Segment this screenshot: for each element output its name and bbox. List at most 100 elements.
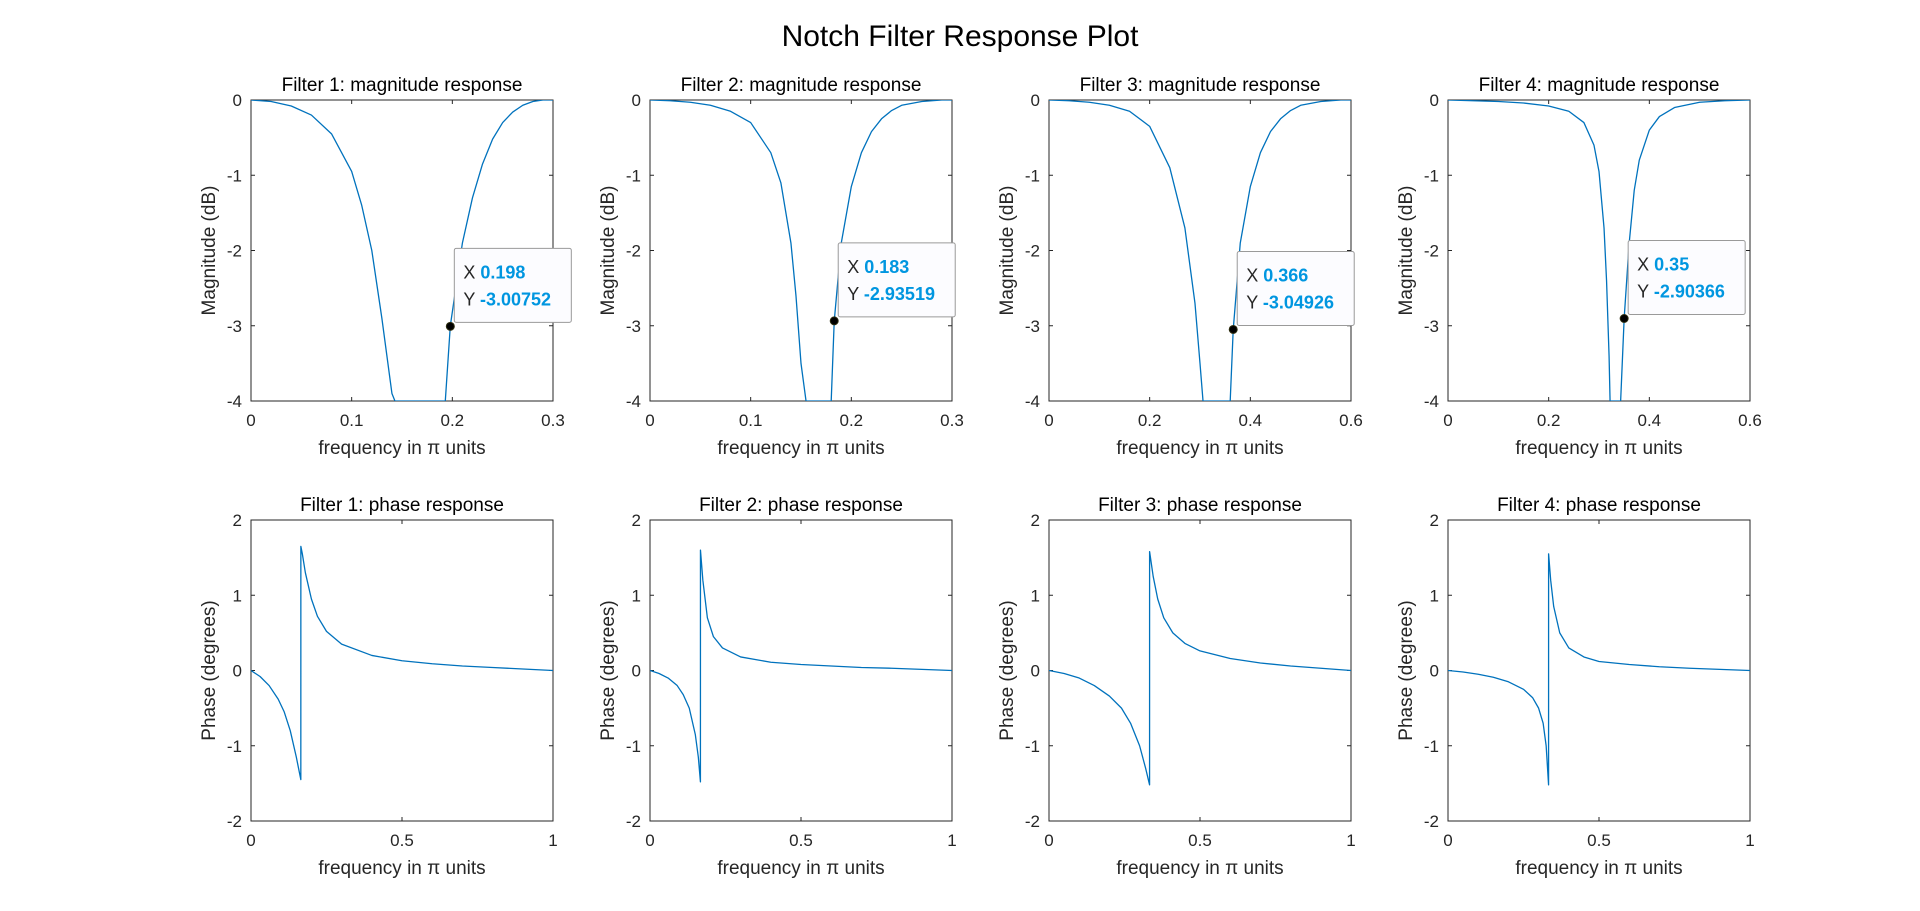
filter-1-magnitude-xlabel: frequency in π units [318,438,485,459]
filter-3-magnitude-datatip-marker[interactable] [1228,324,1238,334]
filter-3-magnitude-datatip-box[interactable] [1236,250,1355,326]
filter-4-magnitude-datatip-x: X 0.35 [1637,255,1689,275]
filter-3-phase-ytick-label: -2 [1025,812,1040,831]
filter-3-magnitude-ytick-label: 0 [1031,91,1040,110]
filter-3-phase-xtick-label: 1 [1346,831,1355,850]
filter-3-magnitude-xtick-label: 0 [1044,411,1053,430]
filter-4-phase-title: Filter 4: phase response [1497,495,1701,516]
filter-2-magnitude-ytick-label: -1 [626,166,641,185]
filter-3-magnitude-xtick-label: 0.6 [1339,411,1363,430]
filter-1-phase-ytick-label: 1 [233,586,242,605]
filter-3-phase-ylabel: Phase (degrees) [997,600,1018,740]
filter-3-phase-ytick-label: -1 [1025,737,1040,756]
filter-1-phase-xtick-label: 1 [548,831,557,850]
filter-4-magnitude-ylabel: Magnitude (dB) [1396,186,1417,316]
filter-1-magnitude-ytick-label: -3 [227,317,242,336]
filter-3-magnitude-ylabel: Magnitude (dB) [997,186,1018,316]
filter-4-phase-xlabel: frequency in π units [1515,858,1682,879]
filter-3-phase-title: Filter 3: phase response [1098,495,1302,516]
filter-1-magnitude-datatip-box[interactable] [453,247,572,323]
filter-2-phase-title: Filter 2: phase response [699,495,903,516]
filter-4-magnitude-datatip-marker[interactable] [1619,314,1629,324]
filter-3-magnitude-datatip-x: X 0.366 [1246,265,1308,285]
filter-4-magnitude-datatip-y: Y -2.90366 [1637,282,1725,302]
filter-2-phase-series-line [650,549,952,783]
filter-1-phase-chart: Filter 1: phase response 0 0.5 1 -2 -1 0 1 2 freq… [199,495,558,879]
filter-4-phase-ylabel: Phase (degrees) [1396,600,1417,740]
filter-2-magnitude-ylabel: Magnitude (dB) [598,186,619,316]
filter-4-magnitude-series-line [1448,100,1750,401]
filter-3-magnitude-xtick-label: 0.2 [1138,411,1162,430]
filter-3-phase-chart: Filter 3: phase response 0 0.5 1 -2 -1 0 1 2 freq… [997,495,1356,879]
filter-4-magnitude-datatip-box[interactable] [1627,240,1746,316]
filter-3-phase-ytick-label: 2 [1031,511,1040,530]
filter-3-magnitude-axes-box [1048,99,1352,402]
filter-4-magnitude-xtick-label: 0.6 [1738,411,1762,430]
filter-4-phase-ytick-label: 2 [1430,511,1439,530]
filter-3-phase-xlabel: frequency in π units [1116,858,1283,879]
filter-3-phase-xtick-label: 0 [1044,831,1053,850]
filter-3-phase-ytick-label: 0 [1031,662,1040,681]
filter-1-magnitude-ytick-label: 0 [233,91,242,110]
filter-2-magnitude-datatip-box[interactable] [837,242,956,318]
filter-4-phase-xtick-label: 0.5 [1587,831,1611,850]
filter-2-phase-ytick-label: -1 [626,737,641,756]
filter-2-magnitude-datatip-x: X 0.183 [847,257,909,277]
filter-3-phase-ytick-label: 1 [1031,586,1040,605]
filter-2-magnitude-ytick-label: -2 [626,242,641,261]
filter-2-phase-ytick-label: 1 [632,586,641,605]
filter-3-phase-axes-box [1048,519,1352,822]
filter-1-magnitude-ytick-label: -1 [227,166,242,185]
filter-4-phase-ytick-label: 0 [1430,662,1439,681]
filter-4-magnitude-ytick-label: -4 [1424,392,1439,411]
filter-3-magnitude-chart: Filter 3: magnitude response 0 0.2 0.4 0.6 -4… [997,75,1363,459]
filter-3-magnitude-ytick-label: -3 [1025,317,1040,336]
filter-2-magnitude-series-line [650,100,952,401]
filter-4-magnitude-xtick-label: 0 [1443,411,1452,430]
filter-2-phase-xlabel: frequency in π units [717,858,884,879]
filter-2-magnitude-xtick-label: 0.1 [739,411,763,430]
filter-1-phase-axes-box [250,519,554,822]
filter-3-magnitude-datatip-y: Y -3.04926 [1246,292,1334,312]
filter-4-phase-ytick-label: 1 [1430,586,1439,605]
filter-2-magnitude-ytick-label: -3 [626,317,641,336]
filter-1-magnitude-datatip-y: Y -3.00752 [463,289,551,309]
filter-4-magnitude-ytick-label: -3 [1424,317,1439,336]
filter-4-phase-ytick-label: -2 [1424,812,1439,831]
filter-4-phase-series-line [1448,553,1750,786]
filter-3-phase-series-line [1049,550,1351,786]
filter-2-magnitude-xtick-label: 0.3 [940,411,964,430]
filter-1-magnitude-ytick-label: -2 [227,242,242,261]
filter-1-magnitude-datatip-x: X 0.198 [463,262,525,282]
filter-1-phase-series-line [251,545,553,781]
filter-1-magnitude-datatip-marker[interactable] [445,321,455,331]
filter-4-phase-xtick-label: 0 [1443,831,1452,850]
filter-1-magnitude-xtick-label: 0.3 [541,411,565,430]
filter-3-magnitude-ytick-label: -2 [1025,242,1040,261]
filter-4-phase-ytick-label: -1 [1424,737,1439,756]
filter-2-phase-xtick-label: 1 [947,831,956,850]
filter-2-magnitude-title: Filter 2: magnitude response [681,75,922,96]
filter-1-phase-ytick-label: 0 [233,662,242,681]
filter-1-magnitude-series-line [251,100,553,401]
filter-2-phase-ytick-label: -2 [626,812,641,831]
filter-2-phase-ytick-label: 2 [632,511,641,530]
filter-4-phase-chart: Filter 4: phase response 0 0.5 1 -2 -1 0 1 2 freq… [1396,495,1755,879]
filter-1-phase-ytick-label: -1 [227,737,242,756]
filter-3-magnitude-title: Filter 3: magnitude response [1080,75,1321,96]
filter-2-phase-xtick-label: 0.5 [789,831,813,850]
filter-2-phase-ylabel: Phase (degrees) [598,600,619,740]
filter-2-phase-chart: Filter 2: phase response 0 0.5 1 -2 -1 0 1 2 freq… [598,495,957,879]
filter-1-magnitude-xtick-label: 0 [246,411,255,430]
filter-1-magnitude-title: Filter 1: magnitude response [282,75,523,96]
filter-2-magnitude-ytick-label: -4 [626,392,641,411]
filter-1-magnitude-ytick-label: -4 [227,392,242,411]
filter-1-phase-xlabel: frequency in π units [318,858,485,879]
filter-1-phase-ytick-label: 2 [233,511,242,530]
filter-4-magnitude-ytick-label: 0 [1430,91,1439,110]
filter-2-phase-xtick-label: 0 [645,831,654,850]
filter-2-magnitude-datatip-marker[interactable] [829,316,839,326]
filter-3-magnitude-ytick-label: -1 [1025,166,1040,185]
filter-2-magnitude-ytick-label: 0 [632,91,641,110]
filter-2-phase-ytick-label: 0 [632,662,641,681]
